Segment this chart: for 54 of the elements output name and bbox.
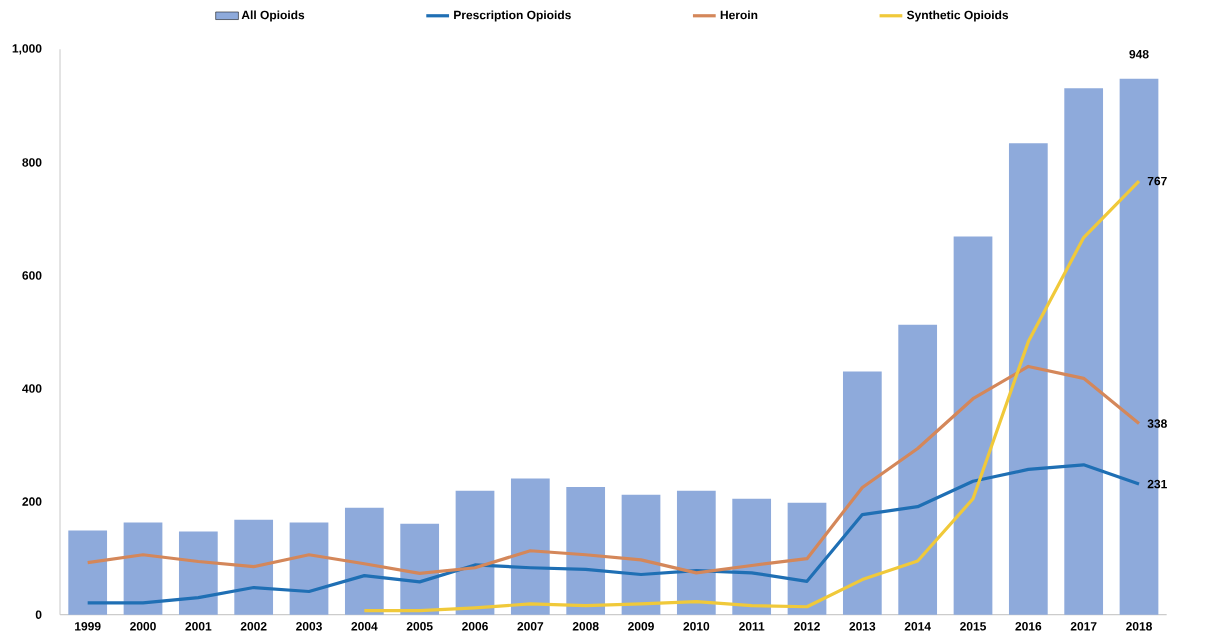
y-tick-label: 200	[22, 497, 42, 507]
x-tick-label: 2018	[1126, 622, 1152, 631]
x-tick-label: 2001	[185, 622, 212, 631]
bar	[732, 498, 772, 615]
legend-label: Prescription Opioids	[454, 10, 571, 22]
data-label: 231	[1147, 479, 1167, 489]
legend-label: Synthetic Opioids	[906, 10, 1009, 22]
bar	[842, 371, 882, 615]
x-tick-label: 2016	[1015, 622, 1042, 631]
x-tick-label: 2011	[739, 622, 765, 631]
line-series	[86, 463, 1141, 605]
bar	[234, 519, 274, 615]
x-tick-label: 2000	[130, 622, 156, 631]
y-tick-label: 400	[22, 384, 42, 393]
x-tick-label: 2012	[794, 622, 820, 631]
x-tick-label: 2004	[351, 622, 378, 631]
x-tick-label: 2017	[1070, 622, 1097, 631]
x-tick-label: 2007	[517, 622, 544, 631]
data-label: 948	[1129, 50, 1149, 59]
bar	[898, 324, 938, 615]
line-series	[362, 179, 1141, 613]
bar	[676, 491, 716, 615]
y-tick-label: 0	[35, 610, 42, 620]
bar	[621, 494, 661, 615]
bar	[455, 491, 495, 615]
bar	[68, 530, 108, 615]
x-tick-label: 2013	[849, 622, 876, 631]
x-tick-label: 2003	[296, 622, 322, 631]
bar	[344, 507, 384, 615]
bar	[289, 522, 329, 615]
bar	[953, 236, 993, 615]
bar	[566, 487, 606, 615]
x-tick-label: 2010	[683, 622, 710, 631]
bar	[1008, 143, 1048, 615]
bar	[510, 478, 550, 615]
y-tick-label: 1,000	[12, 44, 42, 55]
data-label: 767	[1147, 176, 1167, 186]
legend-label: All Opioids	[241, 10, 305, 22]
x-tick-label: 2009	[628, 622, 654, 631]
y-tick-label: 800	[22, 158, 42, 167]
bar	[123, 522, 163, 615]
y-tick-label: 600	[22, 271, 42, 280]
x-tick-label: 2015	[960, 622, 987, 631]
x-tick-label: 1999	[75, 622, 101, 631]
x-tick-label: 2008	[572, 622, 599, 631]
data-label: 338	[1147, 419, 1167, 428]
x-tick-label: 2005	[406, 622, 433, 631]
x-tick-label: 2002	[240, 622, 267, 631]
x-tick-label: 2014	[904, 622, 931, 631]
legend-label: Heroin	[720, 10, 758, 20]
bar	[178, 531, 218, 615]
bar	[1064, 88, 1104, 615]
line-series	[86, 365, 1141, 576]
x-tick-label: 2006	[462, 622, 488, 631]
